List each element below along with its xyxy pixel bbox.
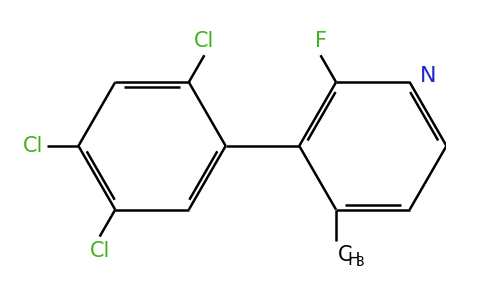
Text: Cl: Cl [23,136,43,156]
Text: C: C [338,245,352,265]
Text: F: F [315,31,327,51]
Text: H: H [348,250,360,268]
Text: Cl: Cl [194,31,214,51]
Text: 3: 3 [356,256,364,269]
Text: Cl: Cl [90,241,110,261]
Text: N: N [420,66,436,86]
